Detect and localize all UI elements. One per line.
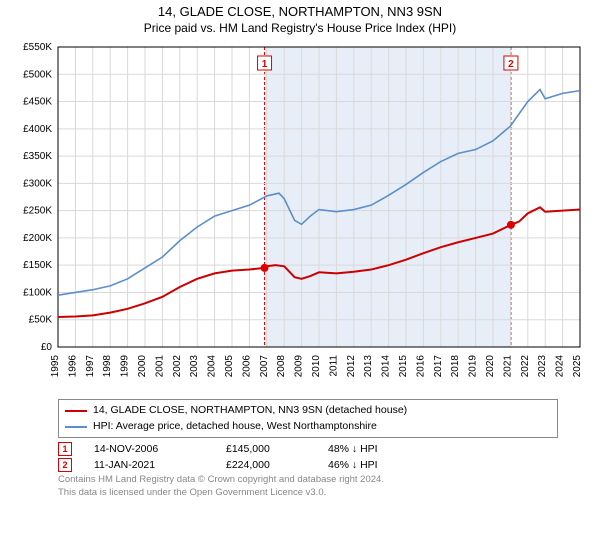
svg-text:2010: 2010 (311, 354, 322, 377)
svg-text:1995: 1995 (50, 354, 61, 377)
sale-price: £145,000 (226, 443, 306, 455)
svg-text:2004: 2004 (207, 354, 218, 377)
svg-text:2002: 2002 (172, 354, 183, 377)
sale-marker: 2 (58, 458, 72, 472)
svg-text:2001: 2001 (154, 354, 165, 377)
sale-date: 11-JAN-2021 (94, 459, 204, 471)
legend-swatch (65, 426, 87, 428)
svg-text:2009: 2009 (294, 354, 305, 377)
svg-text:1997: 1997 (85, 354, 96, 377)
svg-text:2025: 2025 (572, 354, 583, 377)
footer-line: Contains HM Land Registry data © Crown c… (58, 474, 558, 486)
sale-hpi-delta: 48% ↓ HPI (328, 443, 378, 455)
legend-row: HPI: Average price, detached house, West… (65, 419, 551, 435)
chart-legend: 14, GLADE CLOSE, NORTHAMPTON, NN3 9SN (d… (58, 399, 558, 439)
svg-text:2020: 2020 (485, 354, 496, 377)
footer-attribution: Contains HM Land Registry data © Crown c… (58, 474, 558, 499)
svg-text:2000: 2000 (137, 354, 148, 377)
price-chart: £0 £50K £100K £150K £200K £250K £300K £350K £400… (10, 41, 590, 393)
svg-text:1998: 1998 (102, 354, 113, 377)
svg-text:2016: 2016 (415, 354, 426, 377)
sale-hpi-delta: 46% ↓ HPI (328, 459, 378, 471)
svg-text:2019: 2019 (468, 354, 479, 377)
footer-line: This data is licensed under the Open Gov… (58, 487, 558, 499)
svg-text:1996: 1996 (67, 354, 78, 377)
sale-marker: 1 (58, 442, 72, 456)
svg-text:£400K: £400K (23, 124, 52, 135)
svg-text:2014: 2014 (381, 354, 392, 377)
legend-swatch (65, 410, 87, 412)
svg-text:£50K: £50K (29, 315, 53, 326)
svg-text:£0: £0 (41, 342, 53, 353)
svg-text:£550K: £550K (23, 42, 52, 53)
sale-row: 1 14-NOV-2006 £145,000 48% ↓ HPI (58, 442, 558, 456)
svg-text:£450K: £450K (23, 96, 52, 107)
svg-text:£300K: £300K (23, 178, 52, 189)
svg-text:2011: 2011 (328, 354, 339, 376)
svg-text:£200K: £200K (23, 233, 52, 244)
svg-text:2013: 2013 (363, 354, 374, 377)
sale-row: 2 11-JAN-2021 £224,000 46% ↓ HPI (58, 458, 558, 472)
legend-text: 14, GLADE CLOSE, NORTHAMPTON, NN3 9SN (d… (93, 403, 407, 419)
svg-text:2023: 2023 (537, 354, 548, 377)
legend-row: 14, GLADE CLOSE, NORTHAMPTON, NN3 9SN (d… (65, 403, 551, 419)
svg-text:1999: 1999 (120, 354, 131, 377)
svg-text:£150K: £150K (23, 260, 52, 271)
svg-text:2018: 2018 (450, 354, 461, 377)
svg-text:2022: 2022 (520, 354, 531, 377)
svg-text:2021: 2021 (502, 354, 513, 377)
svg-text:2012: 2012 (346, 354, 357, 377)
sale-price: £224,000 (226, 459, 306, 471)
svg-text:2015: 2015 (398, 354, 409, 377)
svg-text:2003: 2003 (189, 354, 200, 377)
legend-text: HPI: Average price, detached house, West… (93, 419, 377, 435)
svg-text:2006: 2006 (241, 354, 252, 377)
svg-text:2: 2 (508, 59, 514, 70)
svg-text:£250K: £250K (23, 206, 52, 217)
svg-text:£100K: £100K (23, 287, 52, 298)
page-subtitle: Price paid vs. HM Land Registry's House … (10, 21, 590, 35)
svg-text:1: 1 (262, 59, 268, 70)
svg-text:£350K: £350K (23, 151, 52, 162)
svg-text:2017: 2017 (433, 354, 444, 377)
sales-table: 1 14-NOV-2006 £145,000 48% ↓ HPI 2 11-JAN-202… (58, 442, 558, 472)
svg-text:2005: 2005 (224, 354, 235, 377)
svg-text:£500K: £500K (23, 69, 52, 80)
svg-text:2007: 2007 (259, 354, 270, 377)
page-title: 14, GLADE CLOSE, NORTHAMPTON, NN3 9SN (10, 4, 590, 21)
sale-date: 14-NOV-2006 (94, 443, 204, 455)
svg-text:2008: 2008 (276, 354, 287, 377)
svg-text:2024: 2024 (555, 354, 566, 377)
